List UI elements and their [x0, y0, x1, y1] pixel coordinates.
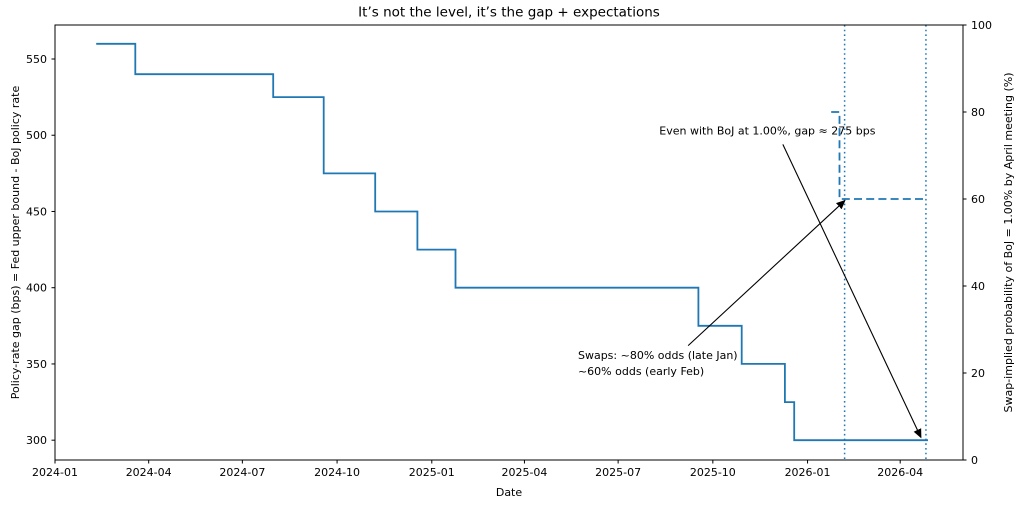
annotation-swap-odds-text: ~60% odds (early Feb)	[578, 365, 704, 378]
annotation-gap-at-april-arrow	[782, 144, 922, 439]
y-right-tick-label: 20	[971, 367, 985, 380]
y-right-tick-label: 80	[971, 106, 985, 119]
policy-rate-gap-bps-line	[96, 42, 928, 442]
y-right-tick-label: 40	[971, 280, 985, 293]
x-axis-label: Date	[496, 486, 523, 499]
axes: 2024-01 2024-04 2024-07 2024-10 2025-01 2025-…	[26, 19, 992, 479]
x-tick-label: 2025-10	[690, 466, 736, 479]
annotation-swap-odds-text: Swaps: ~80% odds (late Jan)	[578, 349, 738, 362]
swap-implied-probability-pct-line	[831, 111, 926, 200]
y-right-tick-label: 100	[971, 19, 992, 32]
y-axis-label-right: Swap-implied probability of BoJ = 1.00% …	[1002, 73, 1015, 413]
x-tick-label: 2024-07	[219, 466, 265, 479]
x-tick-label: 2026-04	[877, 466, 923, 479]
x-tick-label: 2025-07	[595, 466, 641, 479]
y-right-tick-label: 0	[971, 454, 978, 467]
x-tick-label: 2024-10	[314, 466, 360, 479]
annotation-gap-at-april-text: Even with BoJ at 1.00%, gap ≈ 275 bps	[659, 125, 875, 138]
x-tick-label: 2025-04	[501, 466, 547, 479]
chart-title: It’s not the level, it’s the gap + expec…	[358, 5, 660, 21]
y-left-tick-label: 350	[26, 358, 47, 371]
annotation-swap-odds-arrow	[687, 199, 846, 347]
plot-border	[54, 24, 964, 461]
y-right-tick-label: 60	[971, 193, 985, 206]
y-left-tick-label: 300	[26, 434, 47, 447]
y-left-tick-label: 400	[26, 282, 47, 295]
annotation-gap-at-april: Even with BoJ at 1.00%, gap ≈ 275 bps	[659, 125, 922, 439]
x-tick-label: 2024-01	[32, 466, 78, 479]
annotation-swap-odds: Swaps: ~80% odds (late Jan) ~60% odds (ea…	[578, 199, 846, 378]
y-left-tick-label: 550	[26, 53, 47, 66]
x-tick-label: 2025-01	[409, 466, 455, 479]
reference-vlines	[843, 25, 927, 460]
x-tick-label: 2024-04	[126, 466, 172, 479]
y-left-tick-label: 500	[26, 129, 47, 142]
y-axis-label-left: Policy-rate gap (bps) = Fed upper bound …	[9, 86, 22, 400]
y-left-tick-label: 450	[26, 205, 47, 218]
data-series	[96, 42, 928, 442]
annotations: Even with BoJ at 1.00%, gap ≈ 275 bps Swa…	[578, 125, 922, 439]
x-tick-label: 2026-01	[785, 466, 831, 479]
